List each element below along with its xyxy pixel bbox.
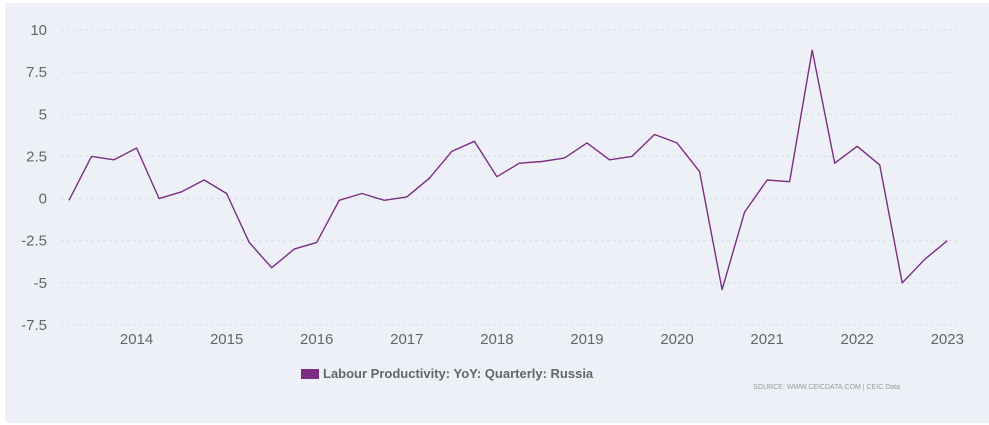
y-tick-label: 7.5 bbox=[26, 64, 47, 81]
y-tick-label: 5 bbox=[39, 106, 47, 123]
y-tick-label: 0 bbox=[39, 191, 47, 208]
y-tick-label: 10 bbox=[30, 22, 47, 39]
x-tick-label: 2021 bbox=[750, 331, 783, 348]
x-tick-label: 2019 bbox=[570, 331, 603, 348]
data-point[interactable] bbox=[426, 175, 432, 181]
data-point[interactable] bbox=[809, 47, 815, 53]
data-point[interactable] bbox=[314, 239, 320, 245]
data-point[interactable] bbox=[471, 138, 477, 144]
chart-plot-area: -7.5 -5 -2.5 0 2.5 5 7.5 10 2014 2015 2016 2017 2018… bbox=[21, 22, 964, 348]
data-point[interactable] bbox=[697, 169, 703, 175]
source-note: SOURCE: WWW.CEICDATA.COM | CEIC Data bbox=[753, 384, 901, 391]
data-point[interactable] bbox=[719, 287, 725, 293]
data-point[interactable] bbox=[854, 143, 860, 149]
data-point[interactable] bbox=[449, 148, 455, 154]
data-point[interactable] bbox=[561, 155, 567, 161]
data-point[interactable] bbox=[629, 153, 635, 159]
x-tick-label: 2023 bbox=[931, 331, 964, 348]
data-point[interactable] bbox=[89, 153, 95, 159]
x-tick-label: 2020 bbox=[660, 331, 693, 348]
chart-legend[interactable]: Labour Productivity: YoY: Quarterly: Rus… bbox=[301, 366, 593, 381]
data-point[interactable] bbox=[944, 238, 950, 244]
data-point[interactable] bbox=[291, 246, 297, 252]
data-point[interactable] bbox=[381, 197, 387, 203]
data-point[interactable] bbox=[224, 191, 230, 197]
data-point[interactable] bbox=[404, 194, 410, 200]
data-point[interactable] bbox=[877, 162, 883, 168]
data-point[interactable] bbox=[832, 160, 838, 166]
data-point[interactable] bbox=[359, 191, 365, 197]
data-point[interactable] bbox=[156, 196, 162, 202]
data-point[interactable] bbox=[246, 239, 252, 245]
data-point[interactable] bbox=[764, 177, 770, 183]
y-tick-label: -5 bbox=[34, 275, 47, 292]
data-point[interactable] bbox=[607, 157, 613, 163]
legend-swatch bbox=[301, 368, 319, 379]
legend-label: Labour Productivity: YoY: Quarterly: Rus… bbox=[323, 366, 594, 381]
chart-panel: -7.5 -5 -2.5 0 2.5 5 7.5 10 2014 2015 2016 2017 2018… bbox=[5, 3, 989, 423]
series-line[interactable] bbox=[68, 49, 948, 291]
x-tick-label: 2014 bbox=[120, 331, 153, 348]
data-point[interactable] bbox=[516, 160, 522, 166]
data-point[interactable] bbox=[201, 177, 207, 183]
data-point[interactable] bbox=[787, 179, 793, 185]
x-tick-label: 2022 bbox=[841, 331, 874, 348]
x-tick-label: 2018 bbox=[480, 331, 513, 348]
y-tick-label: -7.5 bbox=[21, 317, 47, 334]
y-tick-label: 2.5 bbox=[26, 148, 47, 165]
data-point[interactable] bbox=[111, 157, 117, 163]
x-tick-label: 2016 bbox=[300, 331, 333, 348]
data-point[interactable] bbox=[674, 140, 680, 146]
data-point[interactable] bbox=[336, 197, 342, 203]
data-point[interactable] bbox=[134, 145, 140, 151]
data-point[interactable] bbox=[742, 209, 748, 215]
data-point[interactable] bbox=[652, 132, 658, 138]
data-point[interactable] bbox=[494, 174, 500, 180]
x-tick-label: 2017 bbox=[390, 331, 423, 348]
data-point[interactable] bbox=[269, 265, 275, 271]
x-tick-label: 2015 bbox=[210, 331, 243, 348]
data-point[interactable] bbox=[584, 140, 590, 146]
data-point[interactable] bbox=[66, 197, 72, 203]
data-point[interactable] bbox=[539, 159, 545, 165]
y-tick-label: -2.5 bbox=[21, 233, 47, 250]
data-point[interactable] bbox=[922, 256, 928, 262]
data-point[interactable] bbox=[899, 280, 905, 286]
data-point[interactable] bbox=[179, 189, 185, 195]
